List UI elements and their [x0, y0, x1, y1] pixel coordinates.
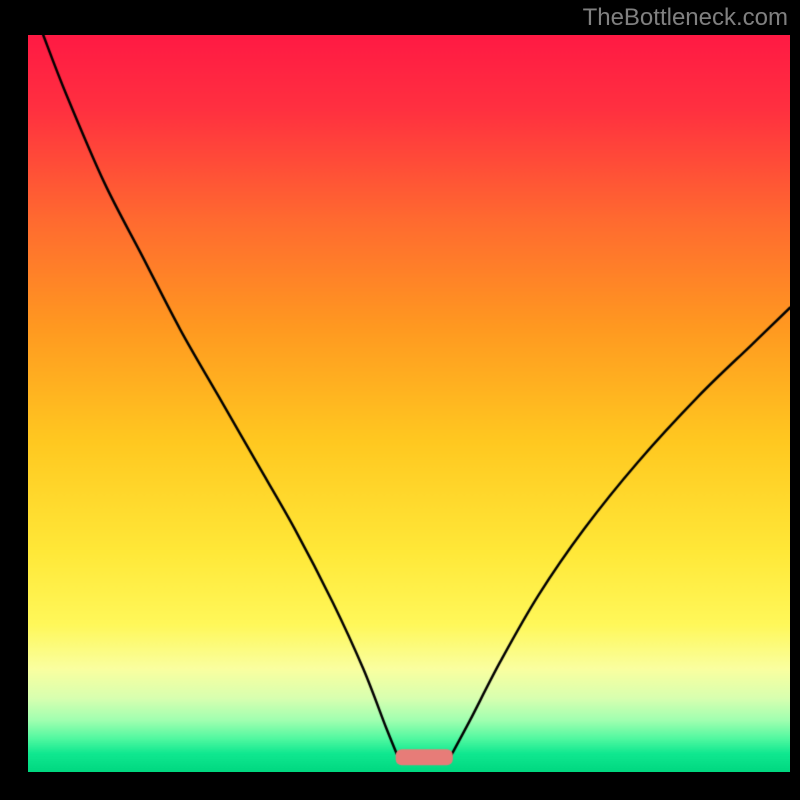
chart-canvas: [28, 35, 790, 772]
watermark-text: TheBottleneck.com: [583, 4, 788, 32]
frame-right: [790, 0, 800, 800]
frame-left: [0, 0, 28, 800]
frame-bottom: [0, 772, 800, 800]
plot-area: [28, 35, 790, 772]
